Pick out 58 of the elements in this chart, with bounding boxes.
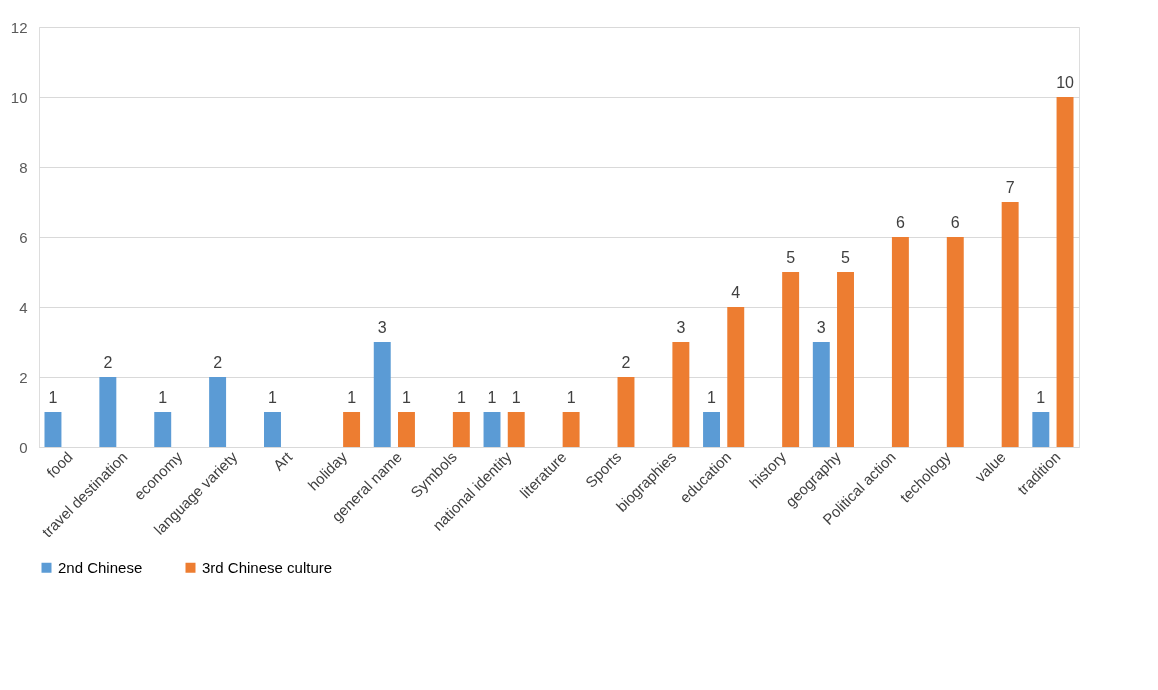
y-tick-label: 12 <box>10 18 28 36</box>
bar <box>1001 202 1019 447</box>
bar <box>812 342 830 447</box>
bar <box>617 377 635 447</box>
bar <box>343 412 361 447</box>
x-tick-label: Art <box>269 447 296 474</box>
legend-label: 3rd Chinese culture <box>202 558 333 576</box>
data-label: 1 <box>511 389 521 406</box>
bar <box>373 342 391 447</box>
y-tick-label: 8 <box>19 158 28 176</box>
bar <box>946 237 964 447</box>
data-label: 4 <box>731 284 741 301</box>
bar <box>264 412 281 447</box>
data-label: 6 <box>950 214 960 231</box>
data-label: 3 <box>676 319 686 336</box>
y-tick-label: 0 <box>19 438 28 456</box>
data-label: 2 <box>103 354 113 371</box>
bar <box>703 412 721 447</box>
bar <box>782 272 800 447</box>
data-label: 1 <box>707 389 717 406</box>
data-label: 10 <box>1056 74 1075 91</box>
y-tick-label: 10 <box>10 88 28 106</box>
data-label: 2 <box>621 354 631 371</box>
data-label: 3 <box>377 319 387 336</box>
bar <box>99 377 117 447</box>
bar <box>154 412 172 447</box>
data-label: 3 <box>816 319 826 336</box>
data-label: 7 <box>1005 179 1015 196</box>
y-tick-label: 2 <box>19 368 28 386</box>
bar <box>507 412 525 447</box>
data-label: 1 <box>1036 389 1046 406</box>
bar <box>1032 412 1050 447</box>
y-tick-label: 6 <box>19 228 28 246</box>
bar <box>562 412 580 447</box>
data-label: 2 <box>213 354 223 371</box>
bar <box>672 342 690 447</box>
data-label: 1 <box>566 389 576 406</box>
bar <box>1056 97 1074 447</box>
bar <box>397 412 415 447</box>
bar <box>209 377 227 447</box>
bar <box>891 237 909 447</box>
data-label: 1 <box>48 389 58 406</box>
legend-label: 2nd Chinese <box>58 558 143 576</box>
bar <box>837 272 854 447</box>
bar <box>452 412 470 447</box>
data-label: 1 <box>268 389 278 406</box>
data-label: 6 <box>895 214 905 231</box>
bar <box>44 412 62 447</box>
data-label: 1 <box>487 389 497 406</box>
data-label: 1 <box>456 389 466 406</box>
bar <box>483 412 501 447</box>
data-label: 1 <box>347 389 357 406</box>
data-label: 5 <box>841 249 851 266</box>
data-label: 1 <box>402 389 412 406</box>
data-label: 1 <box>158 389 168 406</box>
data-label: 5 <box>786 249 796 266</box>
y-tick-label: 4 <box>19 298 28 316</box>
bar <box>727 307 745 447</box>
